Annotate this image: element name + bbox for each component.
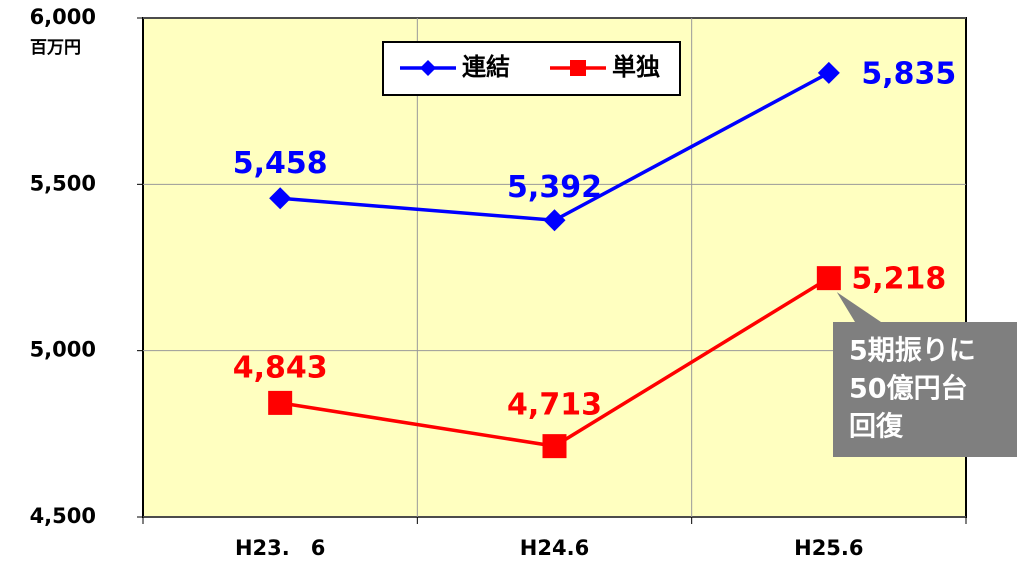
callout (833, 292, 1017, 457)
data-label: 5,218 (851, 262, 946, 297)
marker (543, 209, 566, 232)
y-tick-label: 4,500 (30, 504, 96, 528)
y-unit: 百万円 (30, 38, 81, 58)
data-label: 5,458 (233, 146, 328, 181)
callout-text: 50億円台 (849, 373, 968, 405)
data-label: 4,843 (233, 350, 328, 385)
legend-marker (420, 60, 436, 76)
data-label: 5,392 (507, 170, 602, 205)
marker (269, 187, 292, 210)
data-label: 5,835 (861, 56, 956, 91)
y-tick-label: 5,000 (30, 338, 96, 362)
x-tick-label: H23. 6 (235, 536, 325, 560)
x-tick-label: H25.6 (794, 536, 863, 560)
legend-label: 連結 (462, 53, 510, 81)
x-tick-label: H24.6 (520, 536, 589, 560)
data-label: 4,713 (507, 388, 602, 423)
y-tick-label: 6,000 (30, 5, 96, 29)
callout-text: 5期振りに (849, 336, 976, 367)
legend-label: 単独 (612, 53, 660, 81)
y-tick-label: 5,500 (30, 171, 96, 195)
marker (268, 390, 293, 415)
legend-marker (570, 60, 586, 76)
marker (816, 266, 841, 291)
marker (542, 434, 567, 459)
callout-text: 回復 (849, 411, 904, 443)
marker (817, 61, 840, 84)
